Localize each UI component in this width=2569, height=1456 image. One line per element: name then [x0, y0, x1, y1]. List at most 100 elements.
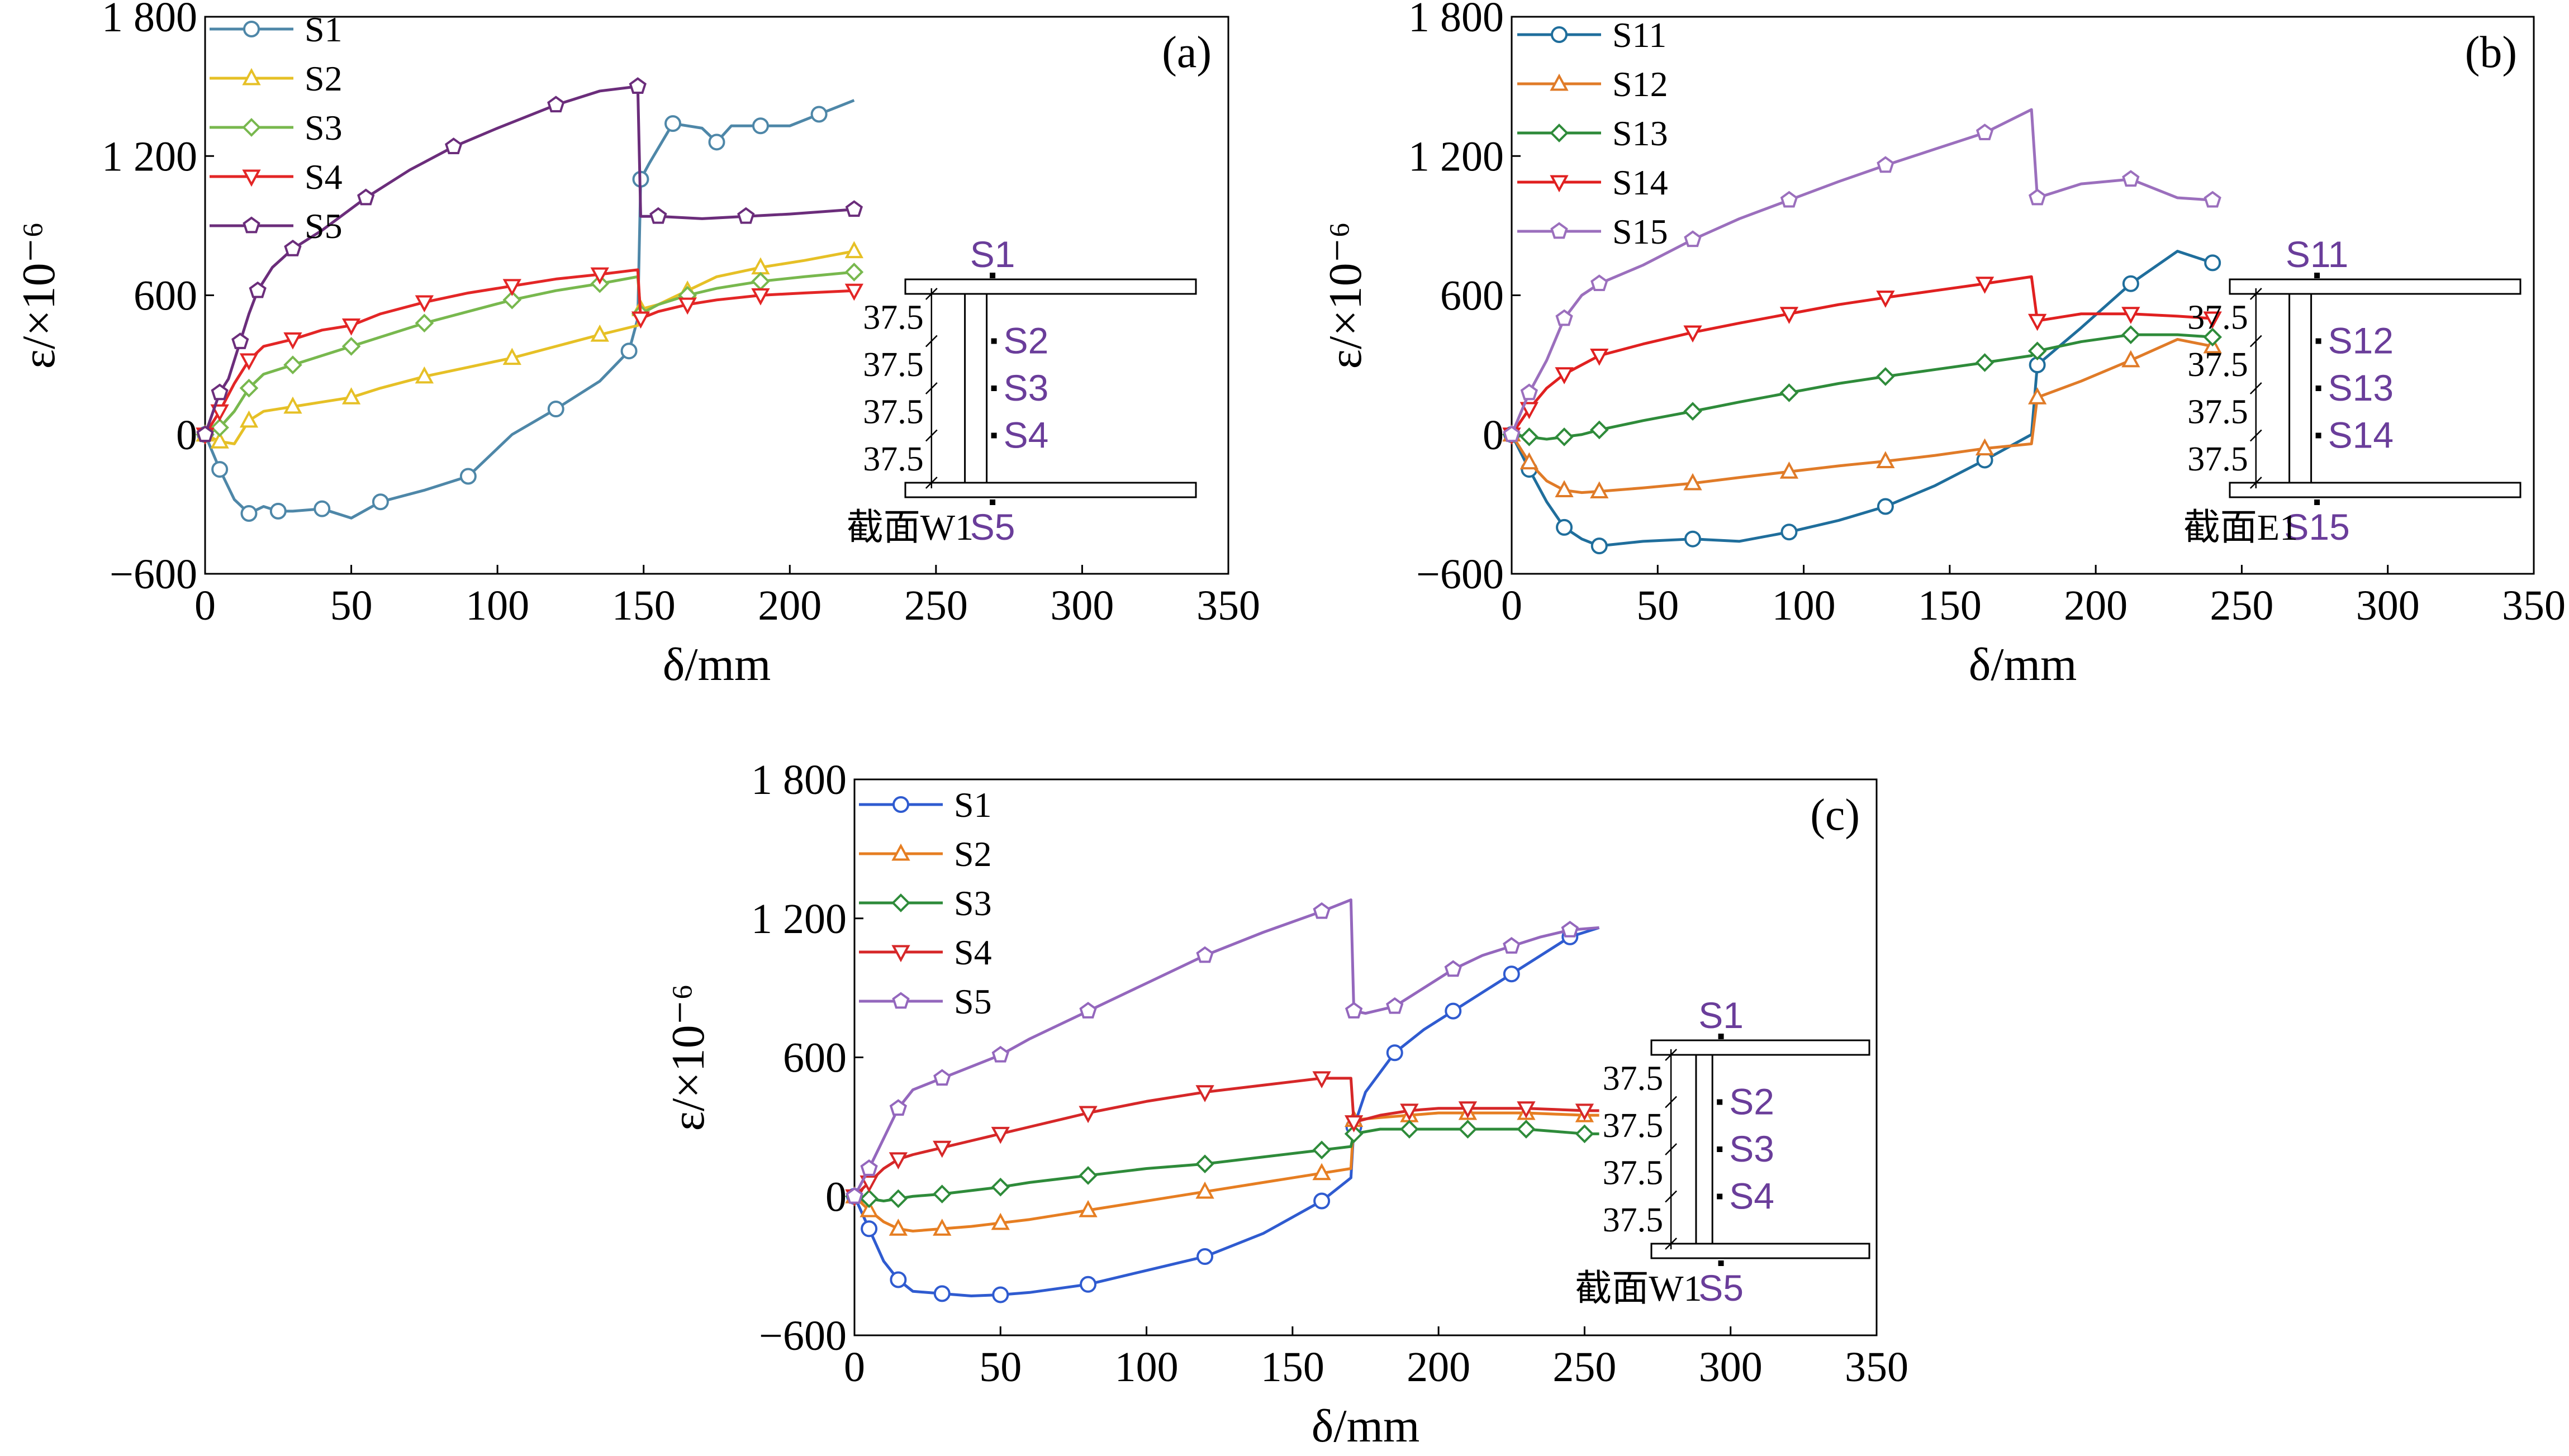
data-point-s5 [629, 77, 647, 94]
dimension-tick [2249, 429, 2262, 442]
data-point-s15 [1520, 383, 1538, 401]
x-tick-label: 0 [194, 582, 216, 629]
gauge-bottom [990, 499, 996, 505]
dimension-label: 37.5 [1603, 1059, 1664, 1097]
data-point-s13 [1975, 353, 1995, 372]
legend-label: S2 [954, 834, 992, 874]
data-point-s15 [1503, 425, 1521, 442]
legend-label: S5 [954, 982, 992, 1021]
dimension-tick [2249, 288, 2262, 300]
gauge-bottom [2314, 499, 2320, 505]
dimension-tick [925, 288, 938, 300]
data-point-s5 [1561, 921, 1579, 938]
data-point-s2 [1195, 1181, 1214, 1199]
y-tick-label: −600 [110, 551, 197, 598]
legend-label: S5 [305, 206, 343, 246]
legend-marker [891, 945, 910, 963]
data-point-s4 [590, 267, 609, 285]
series-line-s2 [853, 1111, 1599, 1233]
data-point-s1 [992, 1286, 1009, 1303]
data-point-s14 [1876, 291, 1895, 308]
y-tick-label: 1 800 [1408, 0, 1504, 41]
data-point-s1 [1386, 1044, 1403, 1062]
x-tick-label: 350 [2502, 582, 2566, 629]
data-point-s11 [1780, 524, 1798, 541]
data-point-s13 [1876, 367, 1895, 386]
data-point-s4 [1517, 1101, 1536, 1119]
data-point-s4 [502, 279, 521, 297]
data-point-s5 [860, 1159, 878, 1176]
data-point-s3 [341, 337, 361, 356]
data-point-s13 [2121, 325, 2140, 344]
legend-marker [1550, 73, 1569, 91]
data-point-s5 [991, 1045, 1009, 1063]
data-point-s4 [210, 404, 229, 422]
data-point-s5 [889, 1099, 908, 1116]
dimension-label: 37.5 [1603, 1154, 1664, 1192]
legend-marker [243, 21, 260, 37]
data-point-s3 [1079, 1166, 1098, 1185]
x-axis-title: δ/mm [1969, 639, 2077, 691]
data-point-s15 [2122, 170, 2140, 187]
section-name: 截面W1 [847, 507, 974, 548]
gauge-label-side: S3 [1004, 367, 1049, 408]
panel-label: (b) [2465, 28, 2517, 77]
data-point-s4 [415, 295, 434, 313]
data-point-s3 [1400, 1120, 1419, 1139]
legend-label: S3 [954, 883, 992, 923]
data-point-s3 [932, 1184, 952, 1203]
data-point-s4 [933, 1140, 952, 1158]
legend-label: S15 [1612, 212, 1668, 251]
data-point-s5 [357, 188, 375, 206]
x-tick-label: 200 [1407, 1344, 1470, 1391]
y-axis-title: ε/×10⁻⁶ [13, 222, 65, 369]
y-tick-label: 0 [825, 1173, 847, 1220]
y-tick-label: 1 200 [1408, 133, 1504, 180]
data-point-s1 [933, 1285, 951, 1302]
x-tick-label: 100 [1115, 1344, 1179, 1391]
data-point-s14 [1519, 402, 1539, 420]
gauge-label-side: S2 [1004, 320, 1049, 361]
data-point-s1 [240, 505, 258, 522]
data-point-s2 [933, 1219, 952, 1236]
data-point-s5 [547, 96, 565, 113]
data-point-s5 [1444, 960, 1462, 977]
data-point-s5 [1313, 902, 1331, 919]
dimension-label: 37.5 [1603, 1201, 1664, 1239]
x-tick-label: 50 [1636, 582, 1679, 629]
legend-marker [243, 216, 260, 234]
y-tick-label: 1 200 [751, 896, 847, 943]
y-tick-label: −600 [759, 1312, 847, 1359]
legend-label: S13 [1612, 113, 1668, 153]
data-point-s13 [2203, 327, 2222, 347]
data-point-s3 [860, 1189, 879, 1208]
data-point-s11 [1556, 518, 1573, 536]
legend-marker [242, 169, 261, 187]
legend-marker [242, 68, 261, 85]
gauge-top [2314, 273, 2320, 278]
data-point-s5 [737, 207, 755, 224]
data-point-s4 [991, 1126, 1010, 1144]
data-point-s12 [1590, 481, 1609, 499]
data-point-s14 [1683, 325, 1702, 343]
dimension-tick [1665, 1238, 1677, 1250]
data-point-s3 [239, 378, 259, 398]
section-name: 截面W1 [1575, 1268, 1702, 1309]
x-tick-label: 300 [1699, 1344, 1763, 1391]
x-tick-label: 0 [1501, 582, 1522, 629]
series-line-s2 [204, 250, 854, 445]
x-tick-label: 250 [904, 582, 968, 629]
data-point-s1 [890, 1271, 907, 1288]
data-point-s15 [1590, 274, 1608, 292]
data-point-s3 [1575, 1124, 1594, 1144]
data-point-s2 [239, 410, 259, 428]
dimension-label: 37.5 [863, 440, 924, 478]
gauge-side [1717, 1146, 1723, 1152]
series-line-s3 [854, 1127, 1599, 1203]
dimension-label: 37.5 [1603, 1107, 1664, 1145]
dimension-tick [925, 382, 938, 394]
x-tick-label: 300 [2356, 582, 2420, 629]
data-point-s5 [231, 332, 249, 349]
gauge-side [1717, 1099, 1723, 1105]
